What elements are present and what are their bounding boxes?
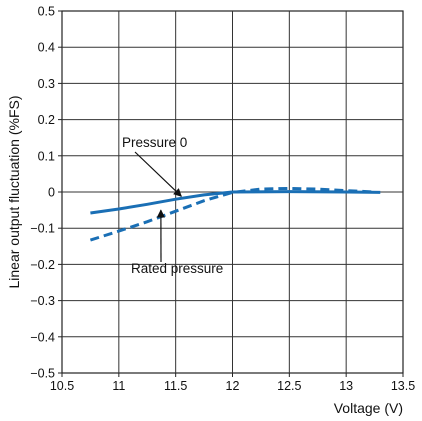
x-tick-labels: 10.5 11 11.5 12 12.5 13 13.5 (50, 379, 415, 393)
y-tick-label: −0.1 (30, 222, 55, 236)
y-tick-label: 0.2 (38, 113, 55, 127)
y-tick-label: −0.5 (30, 367, 55, 381)
annotations: Pressure 0 Rated pressure (122, 135, 223, 276)
y-tick-label: −0.2 (30, 258, 55, 272)
y-tick-label: −0.4 (30, 330, 55, 344)
x-tick-label: 13.5 (391, 379, 415, 393)
y-tick-label: 0.1 (38, 149, 55, 163)
x-tick-label: 12.5 (277, 379, 301, 393)
x-tick-label: 12 (226, 379, 240, 393)
y-tick-label: 0.5 (38, 5, 55, 19)
series-line-rated-pressure (89, 186, 375, 242)
x-axis-title: Voltage (V) (334, 400, 403, 416)
y-tick-label: 0 (48, 186, 55, 200)
annotation-pressure-0: Pressure 0 (122, 135, 187, 150)
series-layer (89, 186, 381, 242)
annotation-arrow (134, 151, 182, 197)
x-tick-label: 13 (339, 379, 353, 393)
y-tick-label: 0.4 (38, 41, 55, 55)
x-tick-label: 10.5 (50, 379, 74, 393)
x-tick-label: 11.5 (164, 379, 187, 393)
y-axis-title: Linear output fluctuation (%FS) (6, 96, 22, 289)
y-tick-label: 0.3 (38, 77, 55, 91)
annotation-rated-pressure: Rated pressure (131, 261, 223, 276)
y-tick-label: −0.3 (30, 294, 55, 308)
x-tick-label: 11 (112, 379, 125, 393)
y-tick-labels: 0.5 0.4 0.3 0.2 0.1 0 −0.1 −0.2 −0.3 −0.4 −0.5 (30, 5, 55, 381)
series-line-pressure-0 (90, 190, 381, 215)
